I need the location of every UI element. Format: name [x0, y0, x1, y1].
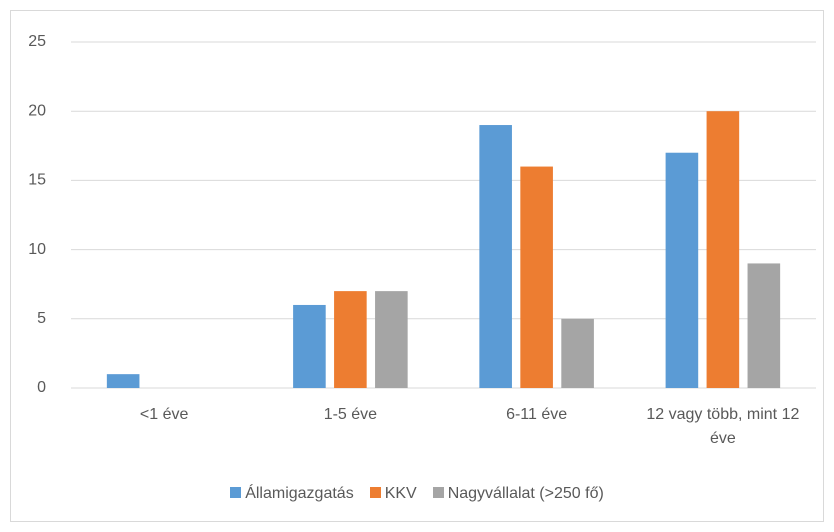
- legend-swatch: [432, 487, 444, 498]
- legend-swatch: [369, 487, 381, 498]
- bar: [665, 152, 699, 388]
- legend-label: Nagyvállalat (>250 fő): [447, 485, 604, 502]
- legend-label: KKV: [384, 485, 417, 502]
- bar: [106, 374, 140, 388]
- bar: [561, 318, 594, 388]
- legend-item: Nagyvállalat (>250 fő): [432, 485, 604, 503]
- y-tick-label: 10: [28, 241, 46, 258]
- legend-item: Államigazgatás: [230, 485, 354, 503]
- bar: [520, 166, 553, 388]
- y-tick-label: 15: [28, 172, 46, 189]
- legend-label: Államigazgatás: [245, 485, 354, 502]
- bar: [479, 125, 512, 388]
- legend-item: KKV: [369, 485, 417, 503]
- x-tick-label: <1 éve: [139, 406, 189, 423]
- x-tick-label: 1-5 éve: [323, 406, 378, 423]
- x-tick-label: 12 vagy több, mint 12 éve: [646, 406, 800, 447]
- bar: [706, 111, 740, 388]
- bar: [375, 291, 408, 388]
- legend: Államigazgatás KKV Nagyvállalat (>250 fő): [0, 485, 834, 503]
- bar: [747, 263, 781, 388]
- x-tick-label: 6-11 éve: [506, 406, 568, 423]
- bar: [293, 304, 326, 388]
- bar: [334, 291, 367, 388]
- y-tick-label: 5: [37, 310, 46, 327]
- legend-swatch: [230, 487, 242, 498]
- y-tick-label: 0: [37, 379, 46, 396]
- y-tick-label: 20: [28, 102, 46, 119]
- y-tick-label: 25: [28, 33, 46, 50]
